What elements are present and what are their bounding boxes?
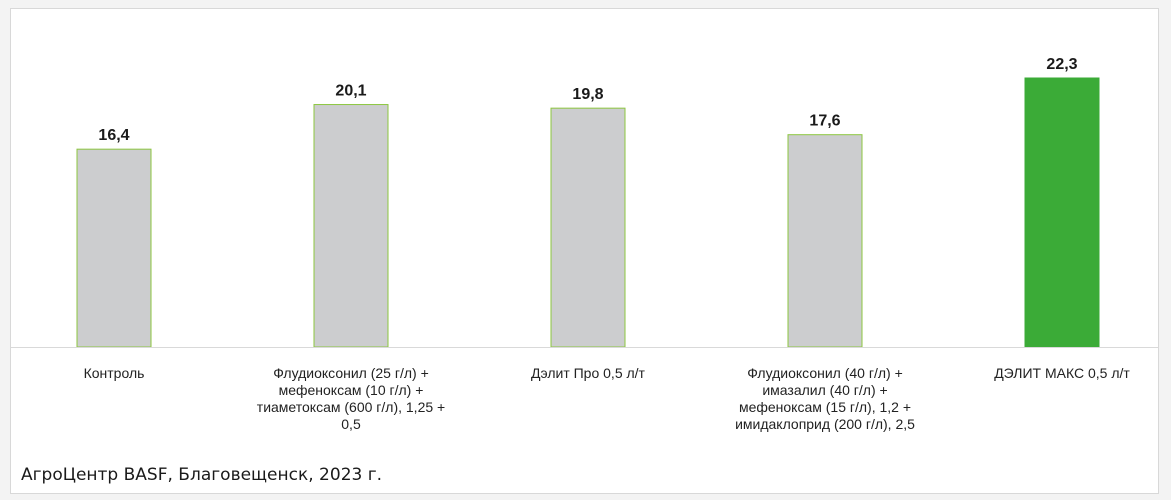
value-label-2: 20,1 bbox=[335, 83, 366, 100]
bars-group bbox=[76, 77, 1100, 348]
bar-5 bbox=[1024, 77, 1100, 348]
category-label-2: Флудиоксонил (25 г/л) + мефеноксам (10 г… bbox=[256, 365, 446, 432]
category-label-5: ДЭЛИТ МАКС 0,5 л/т bbox=[994, 365, 1130, 381]
bar-2 bbox=[313, 104, 389, 348]
value-labels-group: 16,4 20,1 19,8 17,6 22,3 bbox=[98, 56, 1077, 144]
value-label-3: 19,8 bbox=[572, 86, 603, 103]
category-label-3: Дэлит Про 0,5 л/т bbox=[531, 365, 645, 381]
bar-4 bbox=[787, 134, 863, 348]
value-label-5: 22,3 bbox=[1046, 56, 1077, 73]
category-label-1: Контроль bbox=[83, 365, 145, 381]
value-label-1: 16,4 bbox=[98, 127, 129, 144]
bar-3 bbox=[550, 107, 626, 348]
source-note: АгроЦентр BASF, Благовещенск, 2023 г. bbox=[11, 458, 609, 492]
bar-1 bbox=[76, 148, 152, 348]
value-label-4: 17,6 bbox=[809, 113, 840, 130]
category-label-4: Флудиоксонил (40 г/л) + имазалил (40 г/л… bbox=[735, 365, 915, 432]
